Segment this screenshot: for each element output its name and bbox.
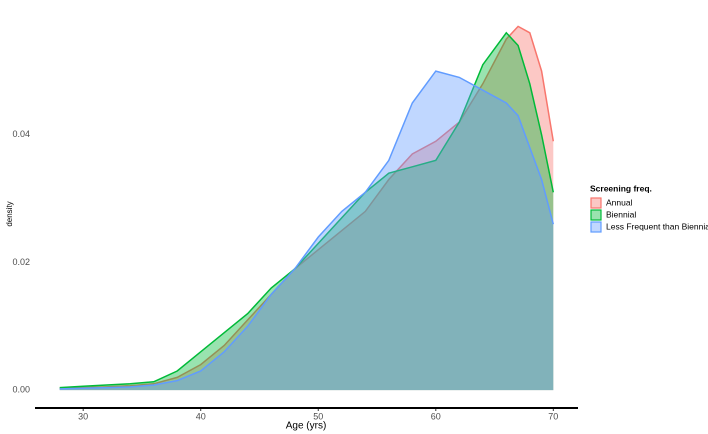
x-tick-label: 70 [548, 411, 558, 421]
density-area [59, 26, 554, 391]
x-tick-label: 40 [196, 411, 206, 421]
legend-label: Biennial [606, 209, 636, 219]
density-line [59, 25, 555, 389]
legend-key [590, 221, 602, 233]
x-tick-label: 30 [78, 411, 88, 421]
y-tick-label: 0.04 [12, 129, 30, 139]
density-line [59, 70, 555, 390]
y-tick-label: 0.02 [12, 257, 30, 267]
x-axis-label: Age (yrs) [286, 421, 327, 432]
y-axis-label: density [5, 201, 14, 226]
legend-key [590, 197, 602, 209]
legend-label: Less Frequent than Biennial [606, 221, 708, 231]
density-area [59, 71, 554, 391]
legend-label: Annual [606, 197, 633, 207]
x-tick-label: 60 [431, 411, 441, 421]
legend-title: Screening freq. [590, 183, 652, 193]
density-area [59, 32, 554, 391]
density-line [59, 31, 555, 389]
legend-key [590, 209, 602, 221]
x-tick-label: 50 [313, 411, 323, 421]
y-tick-label: 0.00 [12, 385, 30, 395]
